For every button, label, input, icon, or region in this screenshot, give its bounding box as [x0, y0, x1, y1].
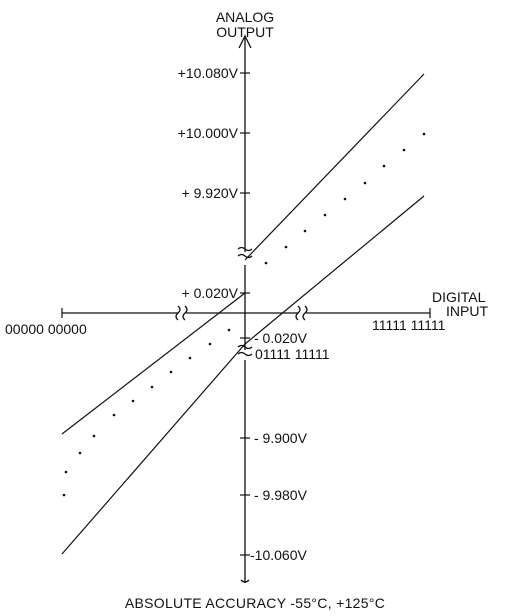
tick-label-minus-9-980: - 9.980V — [254, 487, 308, 503]
tick-label-minus-10-060: -10.060V — [250, 547, 307, 563]
x-axis-title-line2: INPUT — [446, 303, 488, 319]
tick-label-plus-10-000: +10.000V — [178, 125, 239, 141]
tick-label-minus-9-900: - 9.900V — [254, 430, 308, 446]
tick-label-plus-9-920: + 9.920V — [182, 185, 239, 201]
left-code-label: 00000 00000 — [5, 321, 87, 337]
y-axis-title-line1: ANALOG — [216, 9, 274, 25]
upper-tolerance-line-upper — [244, 73, 425, 261]
ideal-dotted-line — [62, 132, 426, 497]
x-axis-title-line1: DIGITAL — [432, 289, 486, 305]
upper-tolerance-line-lower — [61, 292, 246, 435]
tick-label-plus-10-080: +10.080V — [178, 65, 239, 81]
y-ticks — [240, 72, 250, 556]
tick-label-plus-0-020: + 0.020V — [182, 285, 239, 301]
right-code-label: 11111 11111 — [372, 317, 446, 333]
caption: ABSOLUTE ACCURACY -55°C, +125°C — [125, 595, 385, 611]
lower-tolerance-line-upper — [244, 195, 425, 345]
x-axis — [61, 305, 431, 321]
y-axis-title-line2: OUTPUT — [216, 24, 274, 40]
mid-code-label: 01111 11111 — [255, 346, 330, 362]
lower-tolerance-line-lower — [61, 343, 246, 555]
tick-label-minus-0-020: - 0.020V — [254, 330, 308, 346]
y-axis — [237, 34, 253, 583]
